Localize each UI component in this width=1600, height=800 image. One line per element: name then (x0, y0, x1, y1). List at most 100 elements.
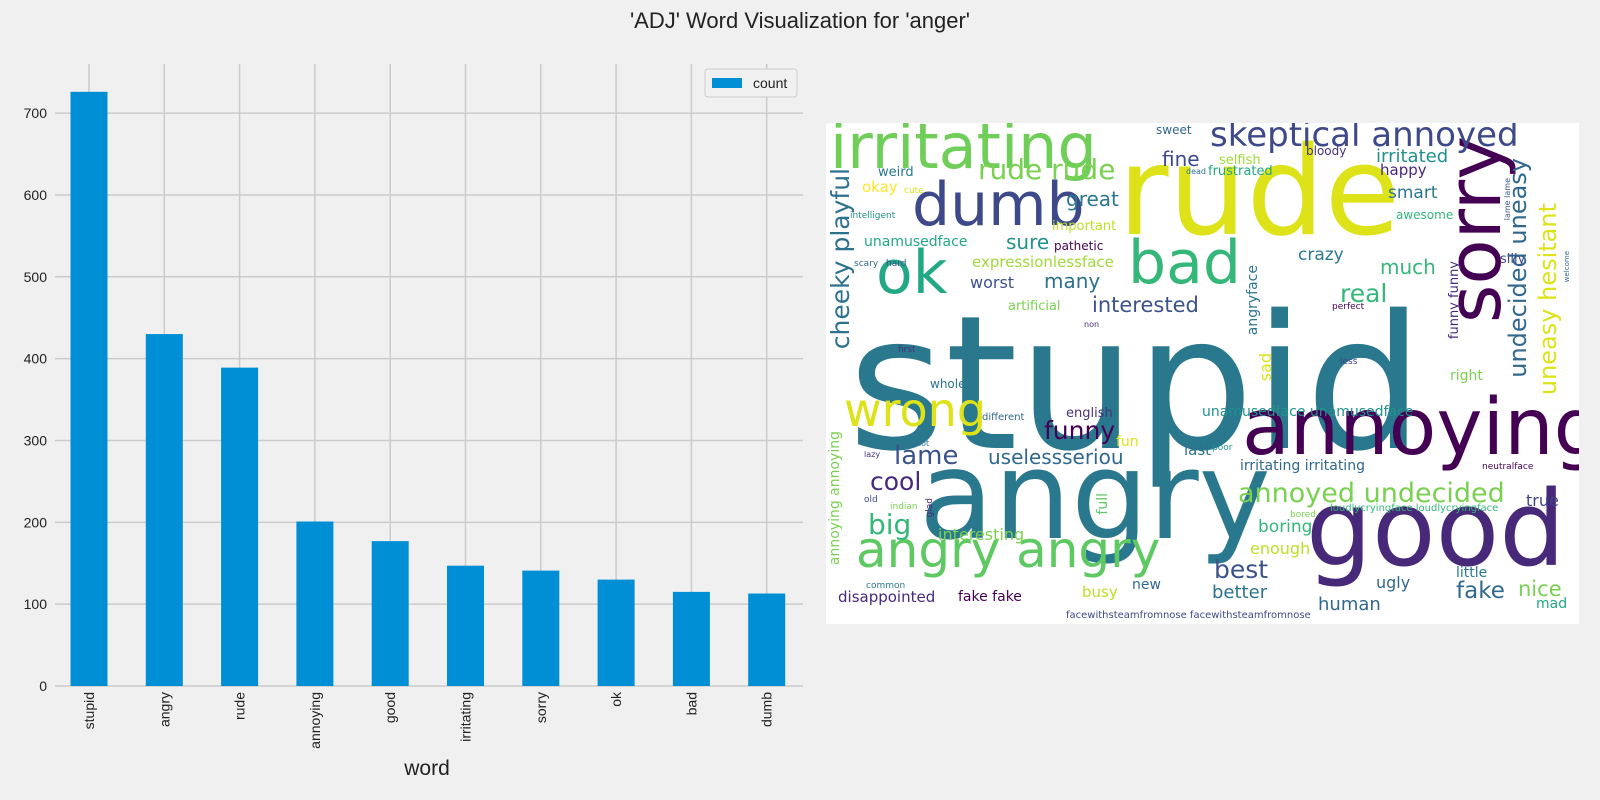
cloud-word-lazy: lazy (864, 450, 881, 459)
cloud-word-true: true (1526, 491, 1559, 510)
cloud-word-real: real (1340, 279, 1388, 308)
bar-chart-bars (70, 91, 786, 687)
cloud-word-sure: sure (1006, 230, 1050, 254)
cloud-word-enough: enough (1250, 539, 1311, 558)
cloud-word-bored: bored (1290, 510, 1316, 520)
cloud-word-frustrated: frustrated (1208, 164, 1273, 179)
y-tick-label: 0 (39, 678, 47, 694)
y-tick-label: 500 (24, 269, 48, 285)
cloud-word-artificial: artificial (1008, 299, 1061, 314)
legend-label: count (753, 75, 787, 91)
word-cloud: stupid rude angry good annoying sorry irritati… (826, 123, 1579, 624)
cloud-word-funny-funny: funny funny (1447, 261, 1462, 340)
cloud-word-english: english (1066, 406, 1113, 421)
y-tick-label: 700 (24, 105, 48, 121)
x-tick-label: sorry (533, 692, 549, 723)
cloud-word-wrong: wrong (844, 383, 987, 437)
cloud-word-cool: cool (870, 467, 922, 496)
cloud-word-human: human (1318, 594, 1381, 615)
cloud-word-boring: boring (1258, 517, 1313, 537)
cloud-word-mad: mad (1536, 596, 1568, 612)
x-tick-label: good (382, 692, 398, 723)
cloud-word-important: important (1052, 219, 1117, 234)
bar-ok (597, 579, 635, 686)
cloud-word-pathetic: pathetic (1054, 239, 1104, 253)
y-tick-label: 400 (24, 351, 48, 367)
cloud-word-perfect: perfect (1332, 302, 1365, 312)
cloud-word-skeptical-annoyed: skeptical annoyed (1210, 123, 1519, 155)
cloud-word-irritating: irritating (830, 123, 1097, 183)
x-tick-label: dumb (759, 692, 775, 727)
cloud-word-annoying-annoying: annoying annoying (827, 431, 843, 566)
cloud-word-angryface: angryface (1245, 265, 1261, 336)
cloud-word-much: much (1380, 255, 1436, 279)
cloud-word-silly: silly (1500, 252, 1526, 267)
cloud-word-okay: okay (862, 178, 898, 196)
cloud-word-ugly: ugly (1376, 573, 1411, 592)
cloud-word-rude-rude: rude rude (978, 153, 1116, 186)
x-tick-label: ok (608, 691, 624, 707)
bar-dumb (748, 593, 786, 686)
cloud-word-expressionlessface: expressionlessface (972, 253, 1114, 271)
cloud-word-interesting: interesting (938, 525, 1025, 544)
cloud-word-interested: interested (1092, 293, 1199, 317)
cloud-word-scary: scary (854, 259, 879, 269)
cloud-word-smart: smart (1388, 183, 1438, 203)
x-axis-label: word (403, 757, 450, 780)
legend-frame (704, 68, 798, 98)
figure-title: 'ADJ' Word Visualization for 'anger' (629, 8, 971, 33)
cloud-word-old: old (864, 495, 878, 505)
legend-swatch (712, 78, 742, 88)
cloud-word-fun: fun (1116, 434, 1139, 450)
cloud-word-dumb: dumb (912, 170, 1085, 240)
bar-chart-y-ticks: 0 100 200 300 400 500 600 700 (24, 105, 48, 694)
cloud-word-last: last (1184, 441, 1212, 459)
cloud-word-lame-lame: lame lame (1503, 178, 1512, 221)
cloud-word-worst: worst (970, 273, 1015, 292)
cloud-word-uselessseriou: uselessseriou (988, 445, 1124, 469)
cloud-word-little: little (1456, 565, 1488, 581)
cloud-word-hard: hard (886, 259, 907, 269)
cloud-word-bloody: bloody (1306, 144, 1347, 158)
y-tick-label: 600 (24, 187, 48, 203)
cloud-word-fake: fake (1456, 578, 1505, 604)
x-tick-label: stupid (81, 692, 97, 729)
cloud-word-busy: busy (1082, 583, 1118, 601)
cloud-word-lame: lame (894, 441, 959, 471)
cloud-word-annoying: annoying (1242, 383, 1579, 473)
cloud-word-intelligent: intelligent (850, 211, 896, 221)
cloud-word-different: different (982, 412, 1025, 423)
y-tick-label: 200 (24, 514, 48, 530)
cloud-word-best: best (1214, 555, 1269, 584)
cloud-word-full: full (1095, 493, 1111, 515)
cloud-word-unamusedface-unamusedface: unamusedface unamusedface (1202, 404, 1414, 420)
cloud-word-facewithsteamfromnose-facewithsteamfromnose: facewithsteamfromnose facewithsteamfromn… (1066, 610, 1311, 621)
cloud-word-annoyed-undecided: annoyed undecided (1238, 478, 1505, 509)
cloud-word-loudlycryingface-loudlycryingface: loudlycryingface loudlycryingface (1330, 503, 1499, 514)
cloud-word-many: many (1044, 269, 1101, 293)
bar-good (371, 541, 409, 686)
bar-chart: 0 100 200 300 400 500 600 700 stupid angry rude an… (24, 64, 803, 780)
bar-rude (221, 367, 259, 686)
bar-bad (672, 591, 710, 686)
cloud-word-hot: hot (916, 439, 930, 448)
cloud-word-dead: dead (1186, 167, 1206, 176)
bar-annoying (296, 521, 334, 686)
cloud-word-fine: fine (1162, 147, 1200, 171)
cloud-word-sad: sad (1256, 353, 1275, 382)
cloud-word-uneasy-hesitant: uneasy hesitant (1534, 203, 1562, 396)
cloud-word-great: great (1066, 187, 1119, 211)
cloud-word-crazy: crazy (1298, 245, 1344, 265)
cloud-word-sweet: sweet (1156, 123, 1192, 137)
bar-angry (145, 334, 183, 686)
cloud-word-happy: happy (1380, 161, 1427, 179)
cloud-word-funny: funny (1044, 416, 1116, 445)
cloud-word-irritating-irritating: irritating irritating (1240, 458, 1365, 474)
y-tick-label: 300 (24, 432, 48, 448)
cloud-word-big: big (868, 508, 912, 541)
x-tick-label: annoying (307, 692, 323, 749)
cloud-word-cute: cute (904, 186, 924, 196)
cloud-word-angry-angry: angry angry (856, 521, 1161, 579)
cloud-word-disappointed: disappointed (838, 588, 936, 606)
